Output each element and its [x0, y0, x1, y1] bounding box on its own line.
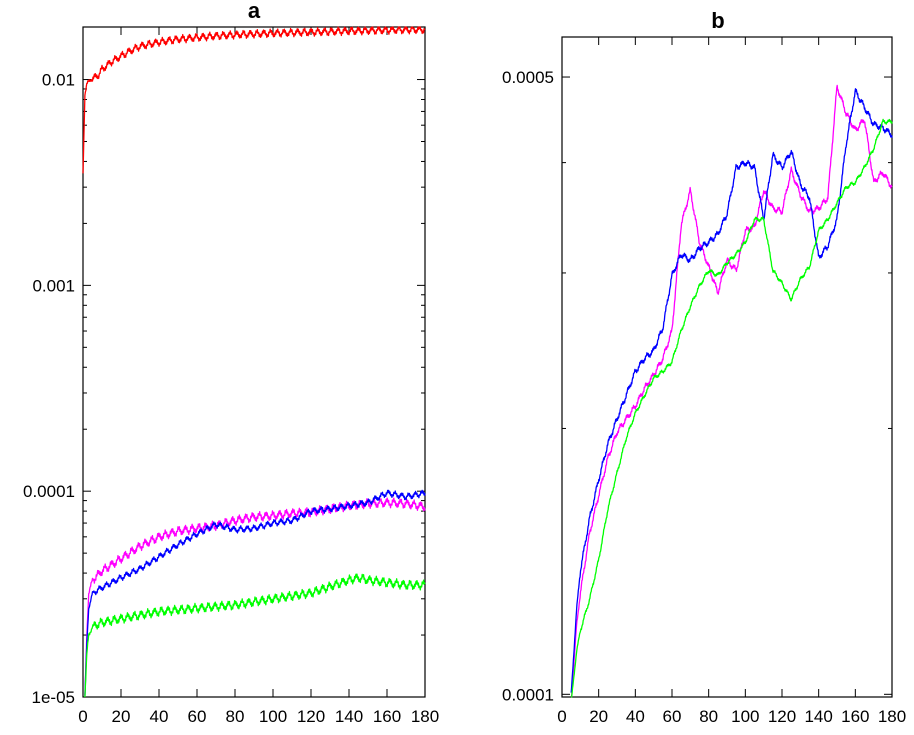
x-tick-label-a: 100 — [259, 707, 287, 726]
chart-title-a: a — [248, 0, 261, 23]
series-line-magenta-b — [570, 84, 893, 698]
x-tick-label-b: 180 — [878, 707, 906, 726]
series-line-green-b — [570, 118, 893, 698]
y-tick-label-a: 0.001 — [32, 276, 75, 295]
x-tick-label-a: 0 — [78, 707, 87, 726]
x-tick-label-b: 20 — [589, 707, 608, 726]
series-line-green-a — [84, 573, 426, 698]
y-tick-label-a: 1e-05 — [32, 688, 75, 707]
axis-ticks-b — [561, 37, 893, 697]
chart-title-b: b — [711, 8, 724, 33]
chart-panel-a: a 0 20 40 60 80 100 120 140 160 180 1e-05 0.0001 0.0… — [23, 0, 439, 726]
series-group-a — [82, 26, 426, 698]
y-tick-label-a: 0.01 — [42, 71, 75, 90]
x-tick-label-a: 120 — [297, 707, 325, 726]
x-tick-label-b: 160 — [841, 707, 869, 726]
x-tick-label-a: 160 — [373, 707, 401, 726]
x-tick-label-a: 20 — [112, 707, 131, 726]
series-group-b — [570, 84, 893, 698]
tick-labels-a: 0 20 40 60 80 100 120 140 160 180 1e-05 0.0001 0.001… — [23, 71, 439, 726]
plot-frame-b — [561, 36, 893, 698]
series-line-blue-b — [570, 88, 893, 693]
x-tick-label-a: 180 — [411, 707, 439, 726]
x-tick-label-a: 60 — [188, 707, 207, 726]
y-tick-label-a: 0.0001 — [23, 482, 75, 501]
x-tick-label-b: 0 — [557, 707, 566, 726]
x-tick-label-a: 80 — [226, 707, 245, 726]
x-tick-label-b: 60 — [663, 707, 682, 726]
x-tick-label-b: 100 — [731, 707, 759, 726]
plot-frame-a — [82, 26, 426, 698]
x-tick-label-b: 40 — [626, 707, 645, 726]
chart-panel-b: b 0 20 40 60 80 100 120 140 160 180 0.0001 0.0005 — [502, 8, 906, 726]
axis-ticks-a — [82, 27, 426, 698]
x-tick-label-b: 80 — [699, 707, 718, 726]
x-tick-label-a: 40 — [150, 707, 169, 726]
series-line-red-a — [82, 26, 426, 174]
tick-labels-b: 0 20 40 60 80 100 120 140 160 180 0.0001 0.0005 — [502, 68, 906, 726]
series-line-blue-a — [84, 489, 426, 696]
y-tick-label-b: 0.0001 — [502, 685, 554, 704]
x-tick-label-b: 120 — [768, 707, 796, 726]
y-tick-label-b: 0.0005 — [502, 68, 554, 87]
x-tick-label-b: 140 — [804, 707, 832, 726]
x-tick-label-a: 140 — [335, 707, 363, 726]
